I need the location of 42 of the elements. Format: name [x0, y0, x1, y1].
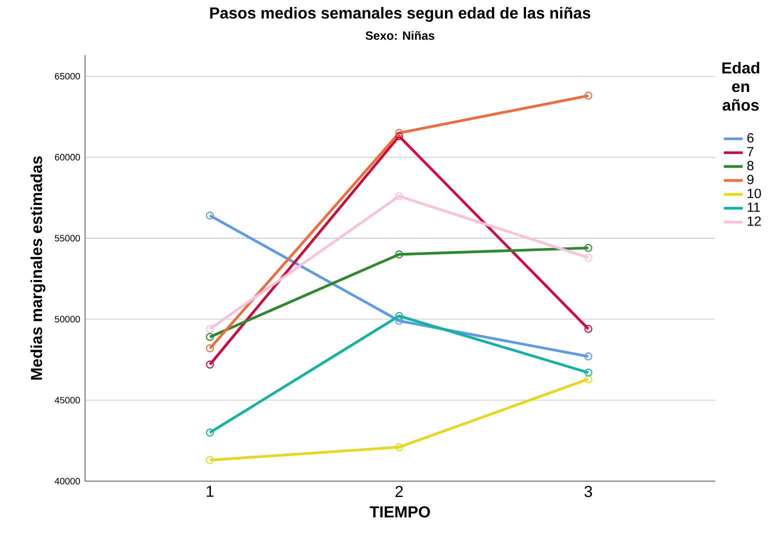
- point: [395, 316, 404, 325]
- point: [584, 352, 592, 360]
- y-tick-label: 55000: [54, 234, 80, 242]
- legend-label: 10: [748, 188, 761, 198]
- point: [584, 368, 592, 376]
- legend-label: 8: [747, 160, 754, 170]
- x-tick-label: 3: [584, 486, 592, 497]
- y-tick-label: 45000: [54, 396, 80, 404]
- point: [395, 132, 404, 140]
- point: [395, 128, 404, 137]
- x-tick-label: 2: [395, 486, 403, 497]
- legend-label: 6: [747, 133, 754, 142]
- point: [206, 332, 214, 341]
- point: [395, 192, 404, 200]
- y-tick-label: 40000: [54, 478, 80, 484]
- x-tick-label: 1: [206, 486, 214, 497]
- x-axis-title: TIEMPO: [370, 506, 430, 518]
- y-tick-label: 50000: [54, 316, 80, 322]
- point: [206, 428, 214, 436]
- point: [395, 443, 404, 451]
- chart-subtitle: Sexo: Niñas: [366, 30, 434, 40]
- legend-label: 12: [748, 216, 761, 226]
- y-axis-title: Medias marginales estimadas: [30, 156, 46, 380]
- point: [206, 360, 214, 368]
- legend-label: 7: [747, 146, 754, 156]
- legend-label: 11: [748, 202, 760, 212]
- point: [584, 374, 592, 383]
- y-tick-label: 65000: [54, 72, 80, 80]
- y-tick-label: 60000: [54, 154, 80, 160]
- point: [584, 92, 592, 100]
- point: [584, 254, 592, 262]
- point: [584, 324, 592, 333]
- point: [395, 250, 404, 258]
- point: [206, 324, 214, 333]
- point: [206, 456, 214, 464]
- point: [395, 312, 404, 320]
- legend-title: Edad en años: [722, 62, 760, 111]
- point: [206, 211, 214, 220]
- point: [206, 344, 214, 352]
- point: [584, 244, 592, 252]
- legend-label: 9: [747, 174, 754, 184]
- chart-title: Pasos medios semanales segun edad de las niñas: [210, 6, 590, 22]
